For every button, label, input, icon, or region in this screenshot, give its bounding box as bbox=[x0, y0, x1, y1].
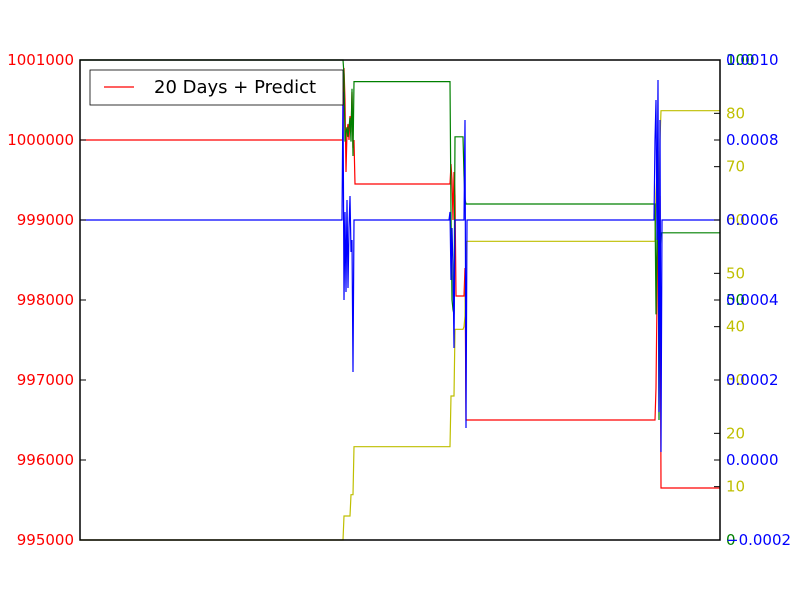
tick-label-red: 997000 bbox=[17, 371, 74, 389]
legend-label: 20 Days + Predict bbox=[154, 77, 316, 98]
legend: 20 Days + Predict bbox=[89, 69, 344, 106]
tick-label-green: 0 bbox=[726, 531, 736, 549]
tick-label-red: 998000 bbox=[17, 291, 74, 309]
tick-label-red: 1000000 bbox=[7, 131, 74, 149]
tick-label-yellow: 40 bbox=[726, 318, 745, 336]
tick-label-yellow: 50 bbox=[726, 264, 745, 282]
tick-label-yellow: 10 bbox=[726, 478, 745, 496]
tick-label-blue: 0.0010 bbox=[726, 51, 779, 69]
tick-label-red: 996000 bbox=[17, 451, 74, 469]
tick-label-red: 999000 bbox=[17, 211, 74, 229]
series-layer bbox=[80, 59, 720, 541]
tick-label-blue: 0.0002 bbox=[726, 371, 779, 389]
tick-label-blue: 0.0008 bbox=[726, 131, 779, 149]
tick-label-yellow: 30 bbox=[726, 371, 745, 389]
tick-label-yellow: 80 bbox=[726, 104, 745, 122]
ticks-layer: 9950009960009970009980009990001000000100… bbox=[7, 51, 791, 549]
tick-label-green: 100 bbox=[726, 51, 755, 69]
tick-label-yellow: 60 bbox=[726, 211, 745, 229]
tick-label-yellow: 20 bbox=[726, 424, 745, 442]
tick-label-red: 1001000 bbox=[7, 51, 74, 69]
tick-label-blue: 0.0000 bbox=[726, 451, 779, 469]
tick-label-red: 995000 bbox=[17, 531, 74, 549]
series-line-blue bbox=[80, 79, 720, 453]
tick-label-blue: −0.0002 bbox=[726, 531, 791, 549]
tick-label-blue: 0.0006 bbox=[726, 211, 779, 229]
tick-label-blue: 0.0004 bbox=[726, 291, 779, 309]
tick-label-green: 50 bbox=[726, 291, 745, 309]
tick-label-yellow: 70 bbox=[726, 158, 745, 176]
